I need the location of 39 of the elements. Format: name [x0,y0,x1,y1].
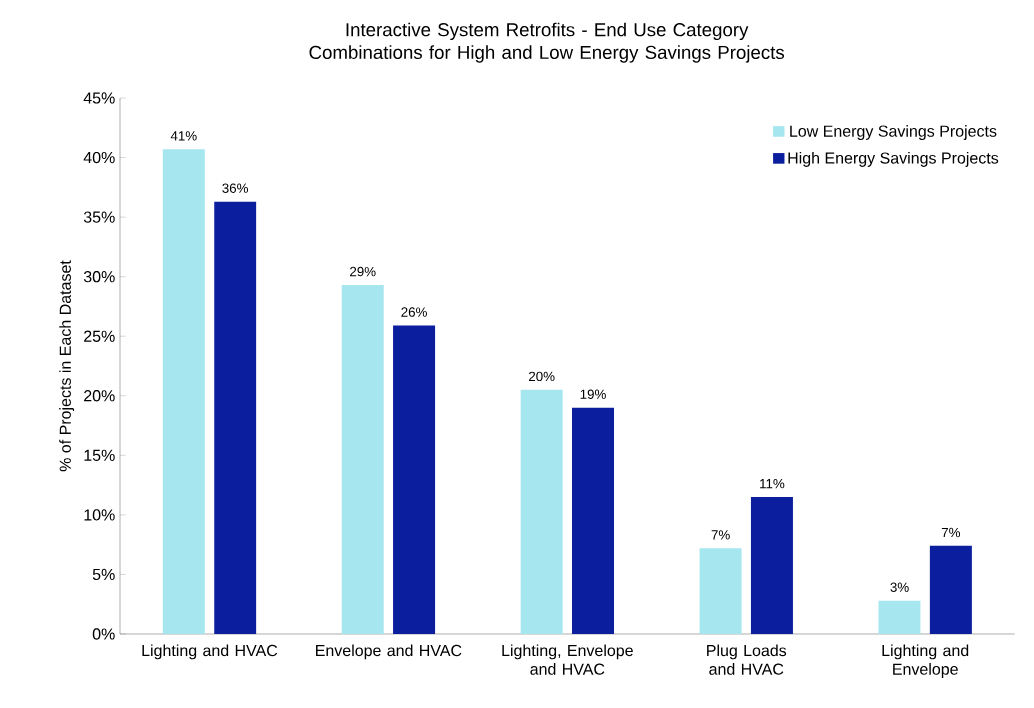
x-tick-label: Lighting and Envelope [882,644,969,678]
bar [341,285,384,634]
bar [214,201,257,634]
y-tick-label: 5% [92,568,115,581]
y-tick-label: 25% [84,330,115,342]
legend-label: Low Energy Savings Projects [790,125,997,140]
data-label: 29% [350,266,376,277]
y-tick-label: 35% [83,211,115,223]
bar [162,149,205,634]
x-tick-label: Envelope and HVAC [316,644,462,660]
data-label: 7% [941,527,961,538]
x-tick-label: Lighting, Envelope and HVAC [502,644,633,675]
chart-title: Interactive System Retrofits - End Use Category Combinations for High and Low Energy Savings Projects [309,22,785,63]
data-label: 3% [890,582,909,592]
data-label: 11% [760,478,785,489]
data-label: 19% [580,389,606,399]
bar [750,497,793,634]
bar [393,325,436,634]
y-axis-title: % of Projects in Each Dataset [59,260,75,472]
y-tick-label: 45% [83,92,115,104]
y-tick-label: 10% [84,509,115,521]
x-tick-label: Lighting and HVAC [142,644,278,660]
bar [699,548,742,634]
bar [929,545,972,634]
data-label: 36% [222,183,249,193]
x-tick-label: Plug Loads and HVAC [707,644,787,675]
bar [572,407,615,634]
bar [878,600,921,634]
data-label: 41% [170,131,197,141]
y-tick-label: 15% [84,449,115,461]
data-label: 20% [529,371,555,382]
data-label: 26% [401,307,427,317]
y-tick-label: 30% [83,271,115,283]
bar [520,389,563,634]
y-tick-label: 40% [83,151,115,164]
data-label: 7% [711,530,730,540]
legend-label: High Energy Savings Projects [788,151,999,167]
y-tick-label: 20% [84,390,115,402]
y-tick-label: 0% [92,628,115,640]
